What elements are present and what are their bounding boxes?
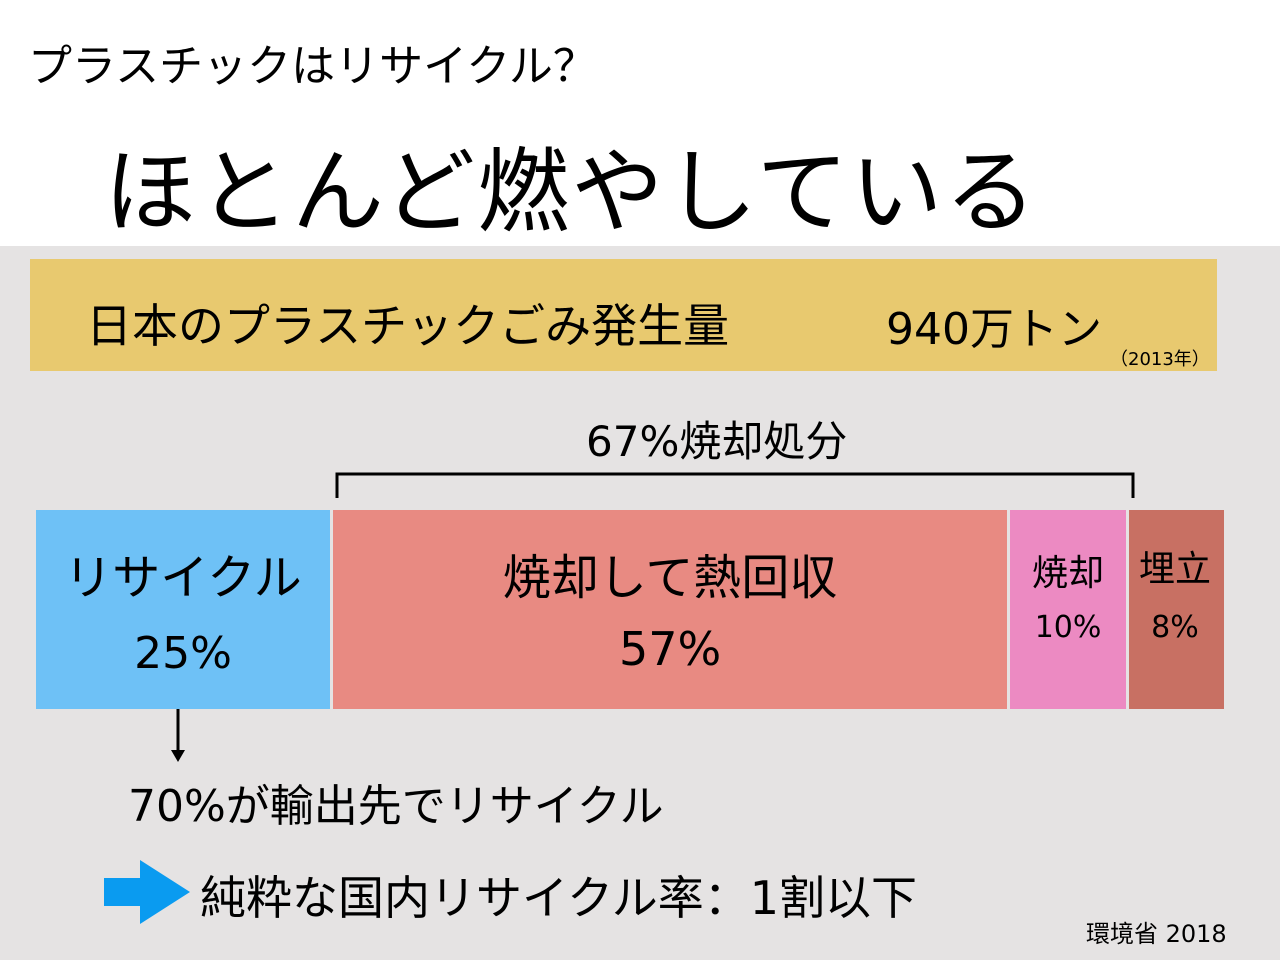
- segment-value-label: 10%: [1034, 610, 1102, 645]
- segment-category-label: 焼却して熱回収: [502, 550, 838, 606]
- segment-category-label: リサイクル: [64, 550, 302, 606]
- slide-headline: ほとんど燃やしている: [104, 139, 1039, 246]
- banner-year: （2013年）: [1110, 349, 1210, 370]
- segment-value-label: 8%: [1151, 610, 1199, 645]
- total-banner: [30, 259, 1217, 371]
- bar-segment-landfill: 埋立 8%: [1128, 510, 1224, 709]
- segment-value-label: 25%: [134, 628, 232, 679]
- bar-segment-recycle: リサイクル 25%: [36, 510, 330, 709]
- segment-value-label: 57%: [618, 622, 722, 676]
- bar-segment-incineration: 焼却 10%: [1010, 510, 1126, 709]
- bracket-label: 67%焼却処分: [586, 417, 848, 466]
- bar-segment-heat-recovery: 焼却して熱回収 57%: [333, 510, 1008, 709]
- domestic-rate-note: 純粋な国内リサイクル率：1割以下: [200, 871, 917, 925]
- banner-label: 日本のプラスチックごみ発生量: [86, 299, 730, 353]
- incineration-bracket: [335, 472, 1135, 498]
- segment-category-label: 埋立: [1138, 549, 1211, 590]
- source-citation: 環境省 2018: [1086, 920, 1227, 948]
- export-recycling-note: 70%が輸出先でリサイクル: [128, 781, 664, 832]
- segment-category-label: 焼却: [1032, 553, 1105, 594]
- slide-subtitle: プラスチックはリサイクル？: [28, 41, 597, 92]
- down-arrow-head: [171, 750, 185, 762]
- right-arrow-icon: [104, 860, 190, 924]
- banner-value: 940万トン: [886, 304, 1102, 355]
